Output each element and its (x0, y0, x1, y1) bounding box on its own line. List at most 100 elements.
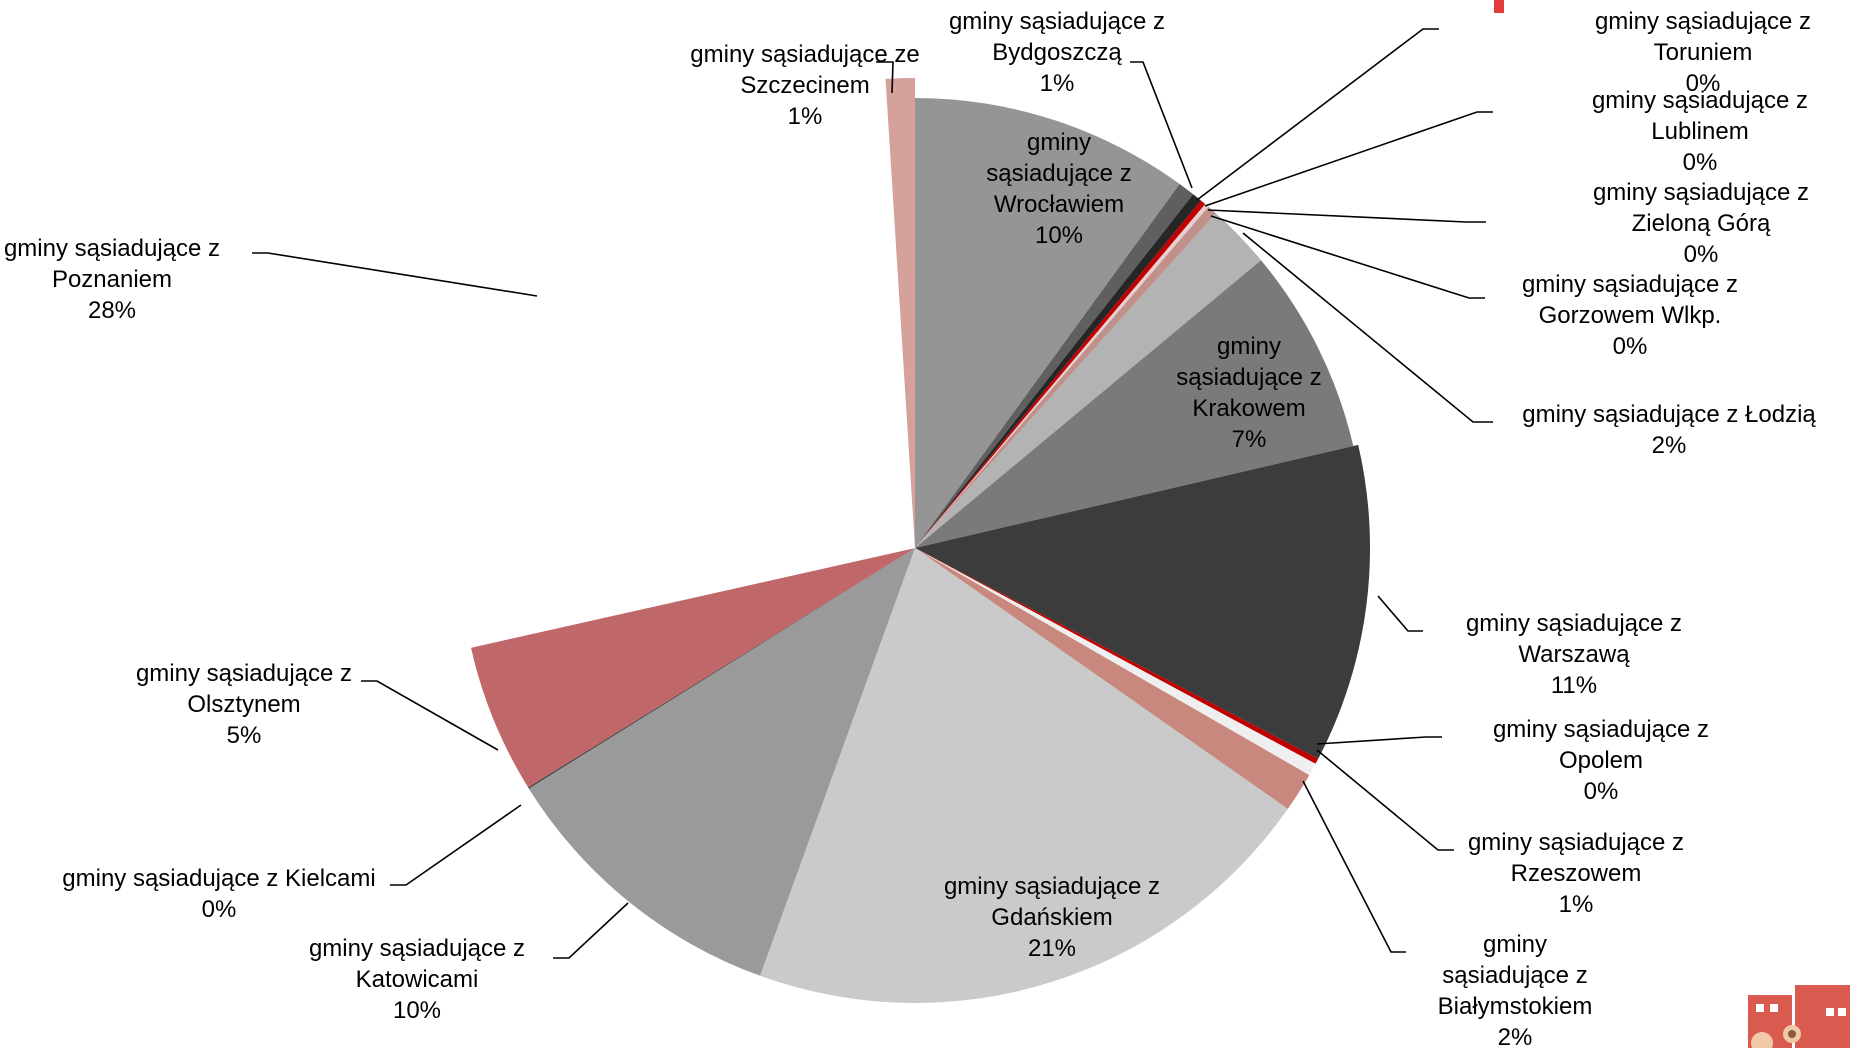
data-label-category: gminy sąsiadujące z (309, 935, 525, 962)
pie-slice (915, 204, 1209, 548)
pie-slice (471, 548, 915, 788)
data-label-category: sąsiadujące z (1442, 962, 1587, 989)
data-label-category: gminy sąsiadujące z (1593, 179, 1809, 206)
city-buildings-logo-icon (1748, 985, 1850, 1053)
data-label-percent: 28% (88, 297, 136, 324)
leader-line (1210, 215, 1485, 299)
pie-slice (459, 93, 915, 648)
data-label-category: gminy sąsiadujące z (1592, 87, 1808, 114)
data-label-category: Warszawą (1518, 641, 1630, 668)
leader-line (1316, 749, 1454, 851)
data-label-percent: 1% (788, 103, 823, 130)
data-label: gminy sąsiadujące z Toruniem 0% (1595, 8, 1811, 97)
data-label-percent: 11% (1551, 672, 1597, 699)
data-label-percent: 0% (1684, 241, 1719, 268)
pie-slice (915, 206, 1216, 549)
data-label-category: gminy sąsiadujące z (4, 235, 220, 262)
pie-slice (915, 548, 1310, 809)
data-label: gminy sąsiadujące z Opolem 0% (1493, 716, 1709, 805)
data-label-category: Gdańskiem (991, 904, 1112, 931)
leader-line (1204, 111, 1493, 207)
data-label-percent: 0% (1613, 333, 1648, 360)
data-label-category: gminy sąsiadujące z (1522, 271, 1738, 298)
data-label-category: sąsiadujące z (1176, 364, 1321, 391)
leader-line (361, 680, 499, 751)
pie-slice (915, 260, 1354, 548)
data-label-category: Krakowem (1192, 395, 1305, 422)
data-label-category: Poznaniem (52, 266, 172, 293)
leader-line (553, 902, 629, 959)
data-label-category: gminy sąsiadujące z (1595, 8, 1811, 35)
data-label-category: Zieloną Górą (1632, 210, 1771, 237)
data-label-percent: 0% (202, 896, 237, 923)
data-label-category: Olsztynem (187, 691, 300, 718)
data-label-category: gminy sąsiadujące z (1468, 829, 1684, 856)
data-label-category: Białymstokiem (1438, 993, 1593, 1020)
pie-slice (915, 213, 1261, 548)
data-label: gminy sąsiadujące z Katowicami 10% (309, 935, 525, 1024)
data-label: gminy sąsiadujące z Łodzią 2% (1522, 401, 1816, 459)
data-label-percent: 1% (1559, 891, 1594, 918)
data-label: gminy sąsiadujące z Gorzowem Wlkp. 0% (1522, 271, 1738, 360)
data-label: gminy sąsiadujące z Rzeszowem 1% (1468, 829, 1684, 918)
pie-slice (915, 548, 1316, 776)
leader-line (252, 252, 538, 297)
data-label-percent: 2% (1652, 432, 1687, 459)
leader-line (1196, 28, 1439, 201)
leader-line (1242, 232, 1493, 423)
pie-slice (915, 98, 1180, 548)
data-label-category: gminy sąsiadujące z (136, 660, 352, 687)
data-label-percent: 5% (227, 722, 262, 749)
data-label-category: gminy (1217, 333, 1281, 360)
data-label-category: Gorzowem Wlkp. (1539, 302, 1722, 329)
data-label-category: Katowicami (356, 966, 479, 993)
data-labels-layer: gminy sąsiadujące z Wrocławiem 10%gminy sąs… (4, 8, 1816, 1051)
data-label-category: gminy sąsiadujące z (944, 873, 1160, 900)
data-label-percent: 0% (1683, 149, 1718, 176)
data-label: gminy sąsiadujące z Kielcami 0% (62, 865, 375, 923)
data-label-category: gminy sąsiadujące z (1466, 610, 1682, 637)
data-label-percent: 10% (393, 997, 441, 1024)
pie-slice (915, 194, 1201, 549)
data-label-category: gminy (1027, 129, 1091, 156)
data-label-category: Toruniem (1654, 39, 1753, 66)
data-label-category: Lublinem (1651, 118, 1748, 145)
leader-line (1316, 736, 1442, 745)
data-label-percent: 2% (1498, 1024, 1533, 1048)
data-label-category: Opolem (1559, 747, 1643, 774)
pie-slice (528, 548, 915, 789)
data-label: gminy sąsiadujące z Krakowem 7% (1176, 333, 1321, 453)
data-label: gminy sąsiadujące z Zieloną Górą 0% (1593, 179, 1809, 268)
data-label-percent: 21% (1028, 935, 1076, 962)
leader-line (1377, 595, 1423, 632)
leader-lines-layer (252, 28, 1493, 959)
pie-slice (915, 444, 1371, 759)
data-label-category: Wrocławiem (994, 191, 1124, 218)
accent-marker-icon (1494, 0, 1504, 13)
leader-line (1130, 61, 1193, 189)
pie-slice (528, 548, 915, 976)
data-label: gminy sąsiadujące ze Szczecinem 1% (690, 41, 919, 130)
data-label-category: Szczecinem (740, 72, 869, 99)
data-label: gminy sąsiadujące z Poznaniem 28% (4, 235, 220, 324)
leader-line (1207, 209, 1486, 223)
data-label: gminy sąsiadujące z Wrocławiem 10% (986, 129, 1131, 249)
pie-slice (915, 548, 1319, 764)
leader-line (390, 804, 522, 886)
pie-slice (760, 548, 1288, 1003)
leader-line (1302, 780, 1406, 953)
data-label-percent: 10% (1035, 222, 1083, 249)
data-label: gminy sąsiadujące z Gdańskiem 21% (944, 873, 1160, 962)
data-label-category: gminy sąsiadujące z Kielcami (62, 865, 375, 892)
data-label-category: gminy (1483, 931, 1547, 958)
slices-layer (459, 77, 1371, 1003)
data-label-category: gminy sąsiadujące z (949, 8, 1165, 35)
data-label-category: sąsiadujące z (986, 160, 1131, 187)
data-label-percent: 1% (1040, 70, 1075, 97)
data-label-category: gminy sąsiadujące z Łodzią (1522, 401, 1816, 428)
data-label: gminy sąsiadujące z Warszawą 11% (1466, 610, 1682, 699)
data-label: gminy sąsiadujące z Olsztynem 5% (136, 660, 352, 749)
data-label-percent: 0% (1584, 778, 1619, 805)
data-label-percent: 7% (1232, 426, 1267, 453)
data-label-percent: 0% (1686, 70, 1721, 97)
